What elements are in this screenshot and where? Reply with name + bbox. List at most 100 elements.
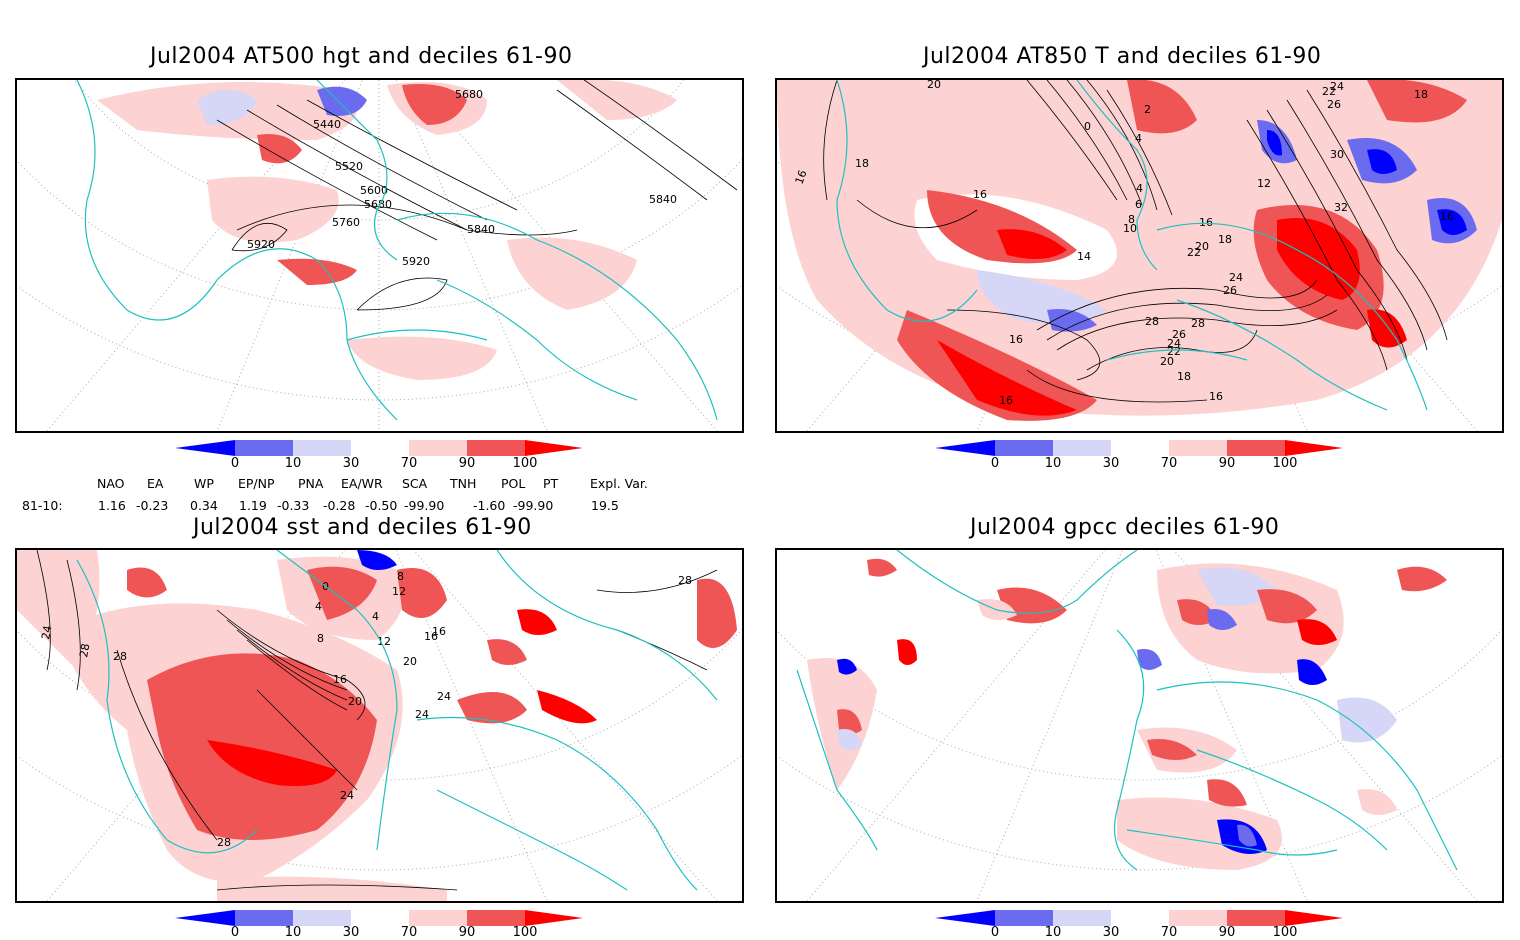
svg-text:22: 22 xyxy=(1322,85,1336,98)
cbar2-tick: 30 xyxy=(1102,456,1120,471)
svg-text:28: 28 xyxy=(77,642,92,658)
cbar1-tick: 100 xyxy=(512,456,538,471)
index-header: PNA xyxy=(298,476,324,491)
svg-text:24: 24 xyxy=(340,789,354,802)
svg-text:12: 12 xyxy=(1257,177,1271,190)
svg-text:10: 10 xyxy=(1123,222,1137,235)
index-value: 0.34 xyxy=(190,498,218,513)
svg-text:2: 2 xyxy=(1144,103,1151,116)
svg-text:24: 24 xyxy=(1167,337,1181,350)
panel4-map xyxy=(775,548,1504,903)
cbar3-tick: 90 xyxy=(458,925,476,940)
svg-text:5680: 5680 xyxy=(455,88,483,101)
index-header: EA/WR xyxy=(341,476,383,491)
panel1-title: Jul2004 AT500 hgt and deciles 61-90 xyxy=(150,44,573,69)
index-header: TNH xyxy=(450,476,477,491)
coastlines xyxy=(796,550,1458,871)
cbar4-tick: 10 xyxy=(1044,925,1062,940)
cbar3-tick: 100 xyxy=(512,925,538,940)
svg-text:24: 24 xyxy=(437,690,451,703)
precip-decile-shading xyxy=(807,558,1447,870)
cbar3-tick: 0 xyxy=(230,925,240,940)
svg-text:20: 20 xyxy=(927,80,941,91)
index-value: -1.60 xyxy=(473,498,506,513)
svg-text:6: 6 xyxy=(1135,198,1142,211)
sst-contours xyxy=(36,550,718,891)
index-header: Expl. Var. xyxy=(590,476,648,491)
index-value: -99.90 xyxy=(513,498,554,513)
cbar4-tick: 0 xyxy=(990,925,1000,940)
svg-text:22: 22 xyxy=(1167,345,1181,358)
svg-text:4: 4 xyxy=(1136,182,1143,195)
svg-text:4: 4 xyxy=(372,610,379,623)
cbar4-tick: 70 xyxy=(1160,925,1178,940)
svg-text:5920: 5920 xyxy=(247,238,275,251)
panel2-title: Jul2004 AT850 T and deciles 61-90 xyxy=(923,44,1322,69)
svg-text:30: 30 xyxy=(1330,148,1344,161)
svg-text:28: 28 xyxy=(113,650,127,663)
svg-text:8: 8 xyxy=(397,570,404,583)
contour-labels: 20 18 16 16 14 16 16 16 2 4 0 4 6 8 10 1… xyxy=(793,80,1454,407)
panel3-title: Jul2004 sst and deciles 61-90 xyxy=(193,515,532,540)
svg-text:18: 18 xyxy=(1414,88,1428,101)
cbar2-tick: 70 xyxy=(1160,456,1178,471)
cbar2-tick: 100 xyxy=(1272,456,1298,471)
map-grid xyxy=(17,80,742,431)
panel1-colorbar xyxy=(175,440,583,456)
cbar1-tick: 70 xyxy=(400,456,418,471)
svg-text:5840: 5840 xyxy=(467,223,495,236)
svg-text:28: 28 xyxy=(1191,317,1205,330)
cbar4-tick: 90 xyxy=(1218,925,1236,940)
svg-text:5600: 5600 xyxy=(360,184,388,197)
svg-text:16: 16 xyxy=(1440,210,1454,223)
cbar1-tick: 30 xyxy=(342,456,360,471)
cbar4-tick: 100 xyxy=(1272,925,1298,940)
panel4-title: Jul2004 gpcc deciles 61-90 xyxy=(970,515,1280,540)
index-header: PT xyxy=(543,476,559,491)
svg-text:8: 8 xyxy=(1128,213,1135,226)
contour-labels: 5680 5440 5520 5600 5680 5760 5840 5920 … xyxy=(247,88,677,268)
svg-text:22: 22 xyxy=(1187,246,1201,259)
panel2-colorbar xyxy=(935,440,1343,456)
svg-text:18: 18 xyxy=(1218,233,1232,246)
cbar1-tick: 10 xyxy=(284,456,302,471)
index-value: 19.5 xyxy=(591,498,619,513)
index-header: NAO xyxy=(97,476,125,491)
index-row-label: 81-10: xyxy=(22,498,63,513)
index-value: -0.28 xyxy=(323,498,356,513)
svg-text:24: 24 xyxy=(39,624,54,640)
svg-text:16: 16 xyxy=(424,630,438,643)
svg-text:24: 24 xyxy=(1229,271,1243,284)
svg-text:28: 28 xyxy=(1145,315,1159,328)
svg-text:0: 0 xyxy=(1084,120,1091,133)
svg-text:5440: 5440 xyxy=(313,118,341,131)
svg-text:5520: 5520 xyxy=(335,160,363,173)
cbar4-tick: 30 xyxy=(1102,925,1120,940)
geopotential-contours xyxy=(216,80,738,311)
svg-text:20: 20 xyxy=(1195,240,1209,253)
svg-text:5680: 5680 xyxy=(364,198,392,211)
svg-text:4: 4 xyxy=(315,600,322,613)
map-grid xyxy=(777,550,1502,901)
cbar1-tick: 90 xyxy=(458,456,476,471)
svg-text:14: 14 xyxy=(1077,250,1091,263)
index-value: -0.23 xyxy=(136,498,169,513)
svg-text:16: 16 xyxy=(973,188,987,201)
svg-text:16: 16 xyxy=(999,394,1013,407)
cbar2-tick: 10 xyxy=(1044,456,1062,471)
index-value: 1.19 xyxy=(239,498,267,513)
svg-text:12: 12 xyxy=(392,585,406,598)
svg-text:5920: 5920 xyxy=(402,255,430,268)
index-value: -99.90 xyxy=(404,498,445,513)
svg-text:4: 4 xyxy=(1135,132,1142,145)
decile-shading xyxy=(17,550,737,901)
panel2-map: 20 18 16 16 14 16 16 16 2 4 0 4 6 8 10 1… xyxy=(775,78,1504,433)
index-header: EP/NP xyxy=(238,476,275,491)
svg-text:26: 26 xyxy=(1172,328,1186,341)
panel3-map: 24 28 28 24 28 28 20 16 12 8 4 16 20 24 … xyxy=(15,548,744,903)
svg-text:24: 24 xyxy=(415,708,429,721)
coastlines xyxy=(76,80,718,421)
panel4-colorbar xyxy=(935,910,1343,926)
svg-text:28: 28 xyxy=(217,836,231,849)
svg-text:18: 18 xyxy=(855,157,869,170)
